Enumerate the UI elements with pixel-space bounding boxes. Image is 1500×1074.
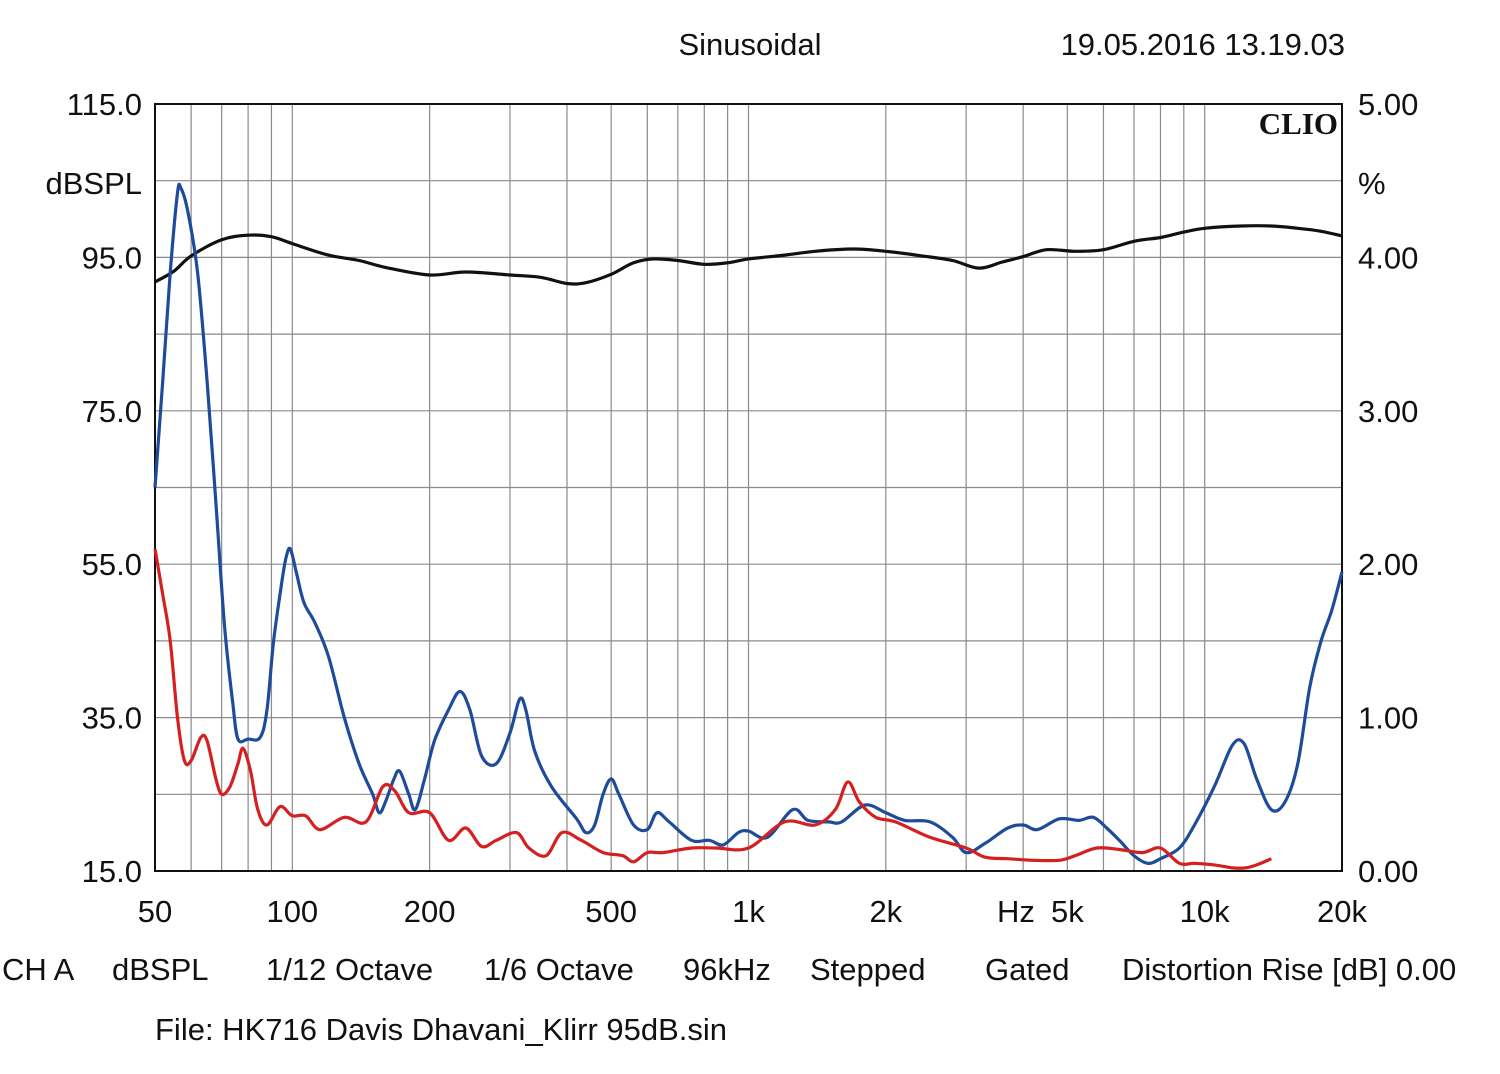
spl-response-line (154, 224, 1343, 286)
chart-series (153, 182, 1344, 870)
y-left-tick-label: 115.0 (67, 87, 142, 122)
y-right-tick-label: 0.00 (1358, 854, 1418, 889)
x-tick-label: 100 (266, 894, 318, 929)
method-label: Stepped (810, 952, 926, 987)
unit-label: dBSPL (112, 952, 209, 987)
distortion-line-red (153, 548, 1272, 870)
header-mode: Sinusoidal (678, 27, 821, 62)
y-left-unit-label: dBSPL (45, 166, 142, 201)
channel-label: CH A (2, 952, 75, 987)
y-right-tick-label: 5.00 (1358, 87, 1418, 122)
y-right-tick-label: 1.00 (1358, 701, 1418, 736)
x-tick-label: 50 (138, 894, 172, 929)
y-right-tick-label: 3.00 (1358, 394, 1418, 429)
y-left-tick-label: 75.0 (82, 394, 142, 429)
x-unit-label: Hz (997, 894, 1035, 929)
file-name: File: HK716 Davis Dhavani_Klirr 95dB.sin (155, 1012, 728, 1047)
chart-grid (155, 104, 1342, 871)
y-left-tick-label: 95.0 (82, 240, 142, 275)
y-left-tick-label: 35.0 (82, 701, 142, 736)
x-tick-label: 5k (1051, 894, 1084, 929)
x-tick-label: 1k (732, 894, 765, 929)
chart-tick-labels: 50 100 200 500 1k 2k 5k 10k 20k 15.0 35.0 55.0 75.0 9… (67, 87, 1419, 929)
distortion-rise-label: Distortion Rise [dB] 0.00 (1122, 952, 1457, 987)
x-tick-label: 2k (869, 894, 902, 929)
sample-rate-label: 96kHz (683, 952, 771, 987)
measurement-settings: CH A dBSPL 1/12 Octave 1/6 Octave 96kHz … (0, 952, 1500, 992)
x-tick-label: 200 (404, 894, 456, 929)
distortion-line-blue (153, 182, 1344, 865)
brand-logo: CLIO (1259, 106, 1338, 141)
y-left-tick-label: 15.0 (82, 854, 142, 889)
x-tick-label: 10k (1180, 894, 1230, 929)
y-right-tick-label: 2.00 (1358, 547, 1418, 582)
y-right-unit-label: % (1358, 166, 1386, 201)
header-timestamp: 19.05.2016 13.19.03 (1061, 27, 1345, 62)
y-left-tick-label: 55.0 (82, 547, 142, 582)
x-tick-label: 20k (1317, 894, 1367, 929)
x-tick-label: 500 (585, 894, 637, 929)
y-right-tick-label: 4.00 (1358, 240, 1418, 275)
resolution-label: 1/6 Octave (484, 952, 634, 987)
smoothing-label: 1/12 Octave (266, 952, 434, 987)
window-label: Gated (985, 952, 1070, 987)
